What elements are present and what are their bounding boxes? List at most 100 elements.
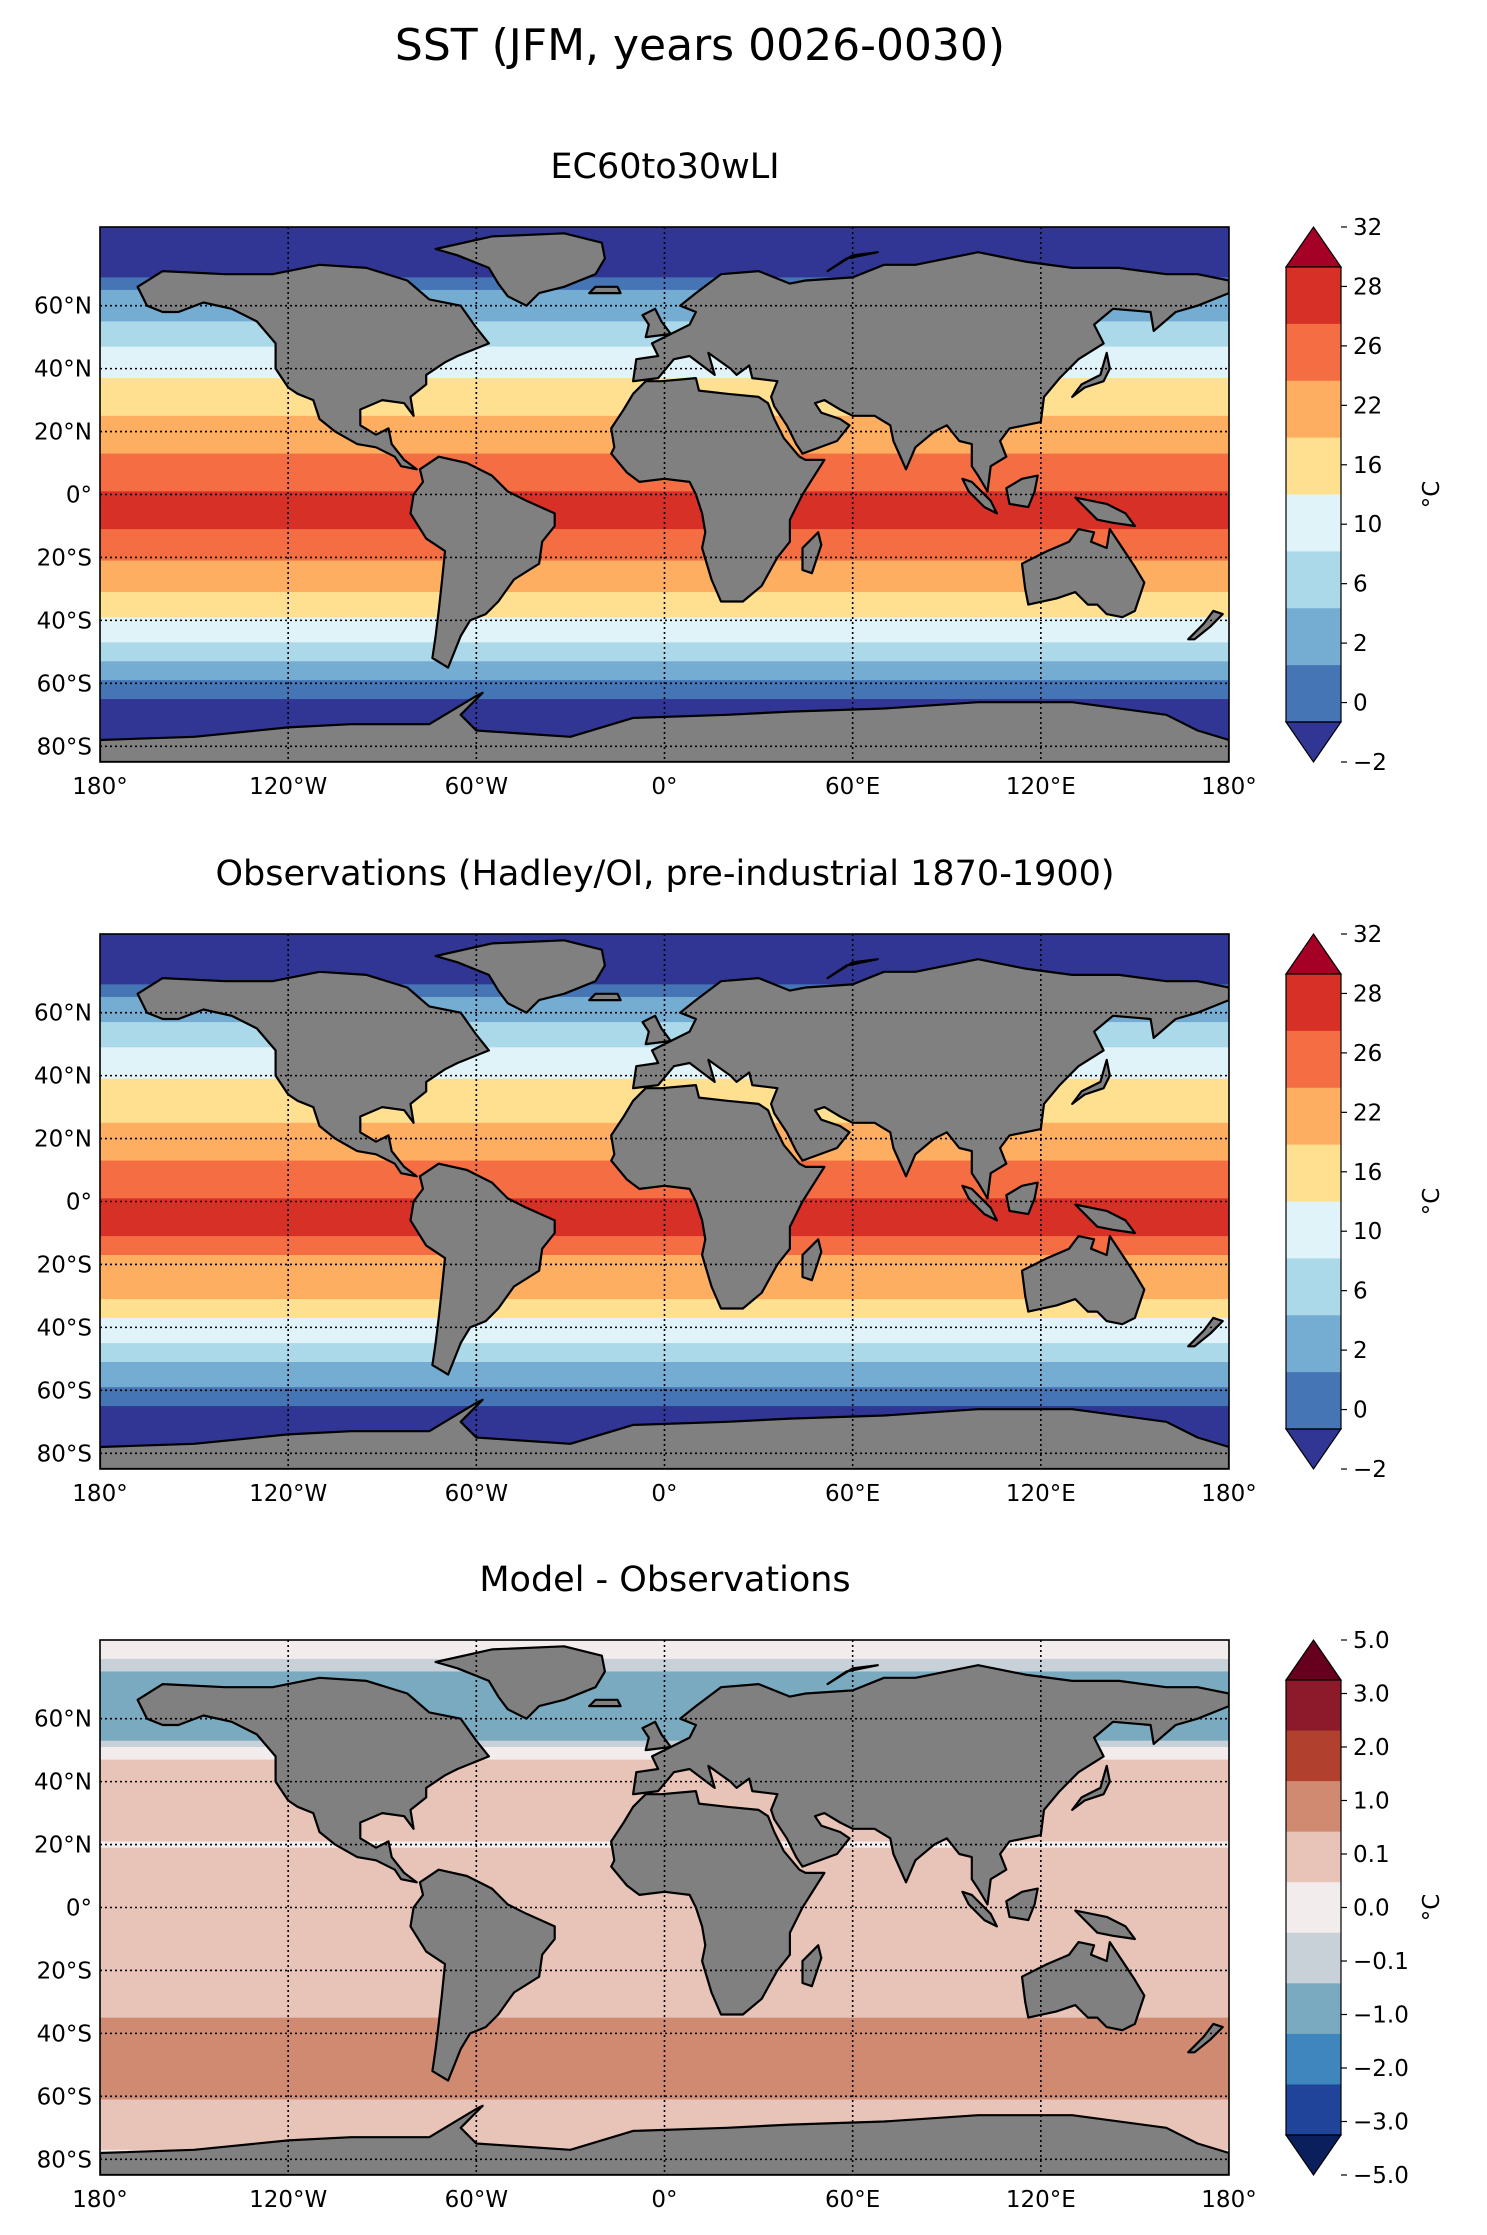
x-tick-label: 120°E <box>1006 2187 1076 2213</box>
colorbar-extend-max <box>1284 225 1343 268</box>
colorbar-swatch <box>1286 1932 1341 1984</box>
sst-band <box>100 258 1229 266</box>
sst-band <box>100 1658 1229 1666</box>
x-tick-label: 60°W <box>445 774 509 800</box>
sst-band <box>100 1973 1229 1981</box>
colorbar-tick-label: 6 <box>1353 572 1368 598</box>
sst-band <box>100 252 1229 260</box>
colorbar-swatch <box>1286 1258 1341 1316</box>
sst-band <box>100 296 1229 304</box>
colorbar-tick-label: 26 <box>1353 334 1382 360</box>
colorbar-tick-label: −2 <box>1353 750 1387 776</box>
y-tick-label: 0° <box>66 483 92 509</box>
x-tick-label: 120°E <box>1006 774 1076 800</box>
colorbar-tick-label: −0.1 <box>1353 1949 1409 1975</box>
sst-band <box>100 245 1229 253</box>
sst-band <box>100 541 1229 549</box>
x-tick-label: 60°W <box>445 1481 509 1507</box>
x-tick-label: 180° <box>72 2187 127 2213</box>
colorbar-tick-label: 32 <box>1353 922 1382 948</box>
sst-band <box>100 573 1229 581</box>
land-mask <box>100 939 1229 1469</box>
sst-band <box>100 548 1229 555</box>
x-tick-label: 180° <box>1201 774 1256 800</box>
x-tick-label: 120°E <box>1006 1481 1076 1507</box>
x-tick-label: 0° <box>651 1481 677 1507</box>
map-panel-observations: 180° 120°W 60°W 0° 60°E 120°E 180° 60°N 40°N 20°N… <box>34 933 1257 1507</box>
colorbar-extend-min <box>1284 2134 1343 2177</box>
sst-band <box>100 1904 1229 1912</box>
sst-band <box>100 1393 1229 1401</box>
sst-band <box>100 1665 1229 1673</box>
colorbar-swatch <box>1286 437 1341 495</box>
y-tick-label: 60°S <box>37 671 92 697</box>
sst-band <box>100 1343 1229 1351</box>
map-frame <box>99 226 1230 763</box>
colorbar-tick-label: 10 <box>1353 512 1382 538</box>
sst-band <box>100 661 1229 669</box>
sst-band <box>100 1299 1229 1306</box>
sst-band <box>100 623 1229 631</box>
panel-1-title: EC60to30wLI <box>550 147 779 187</box>
sst-band <box>100 1273 1229 1281</box>
y-tick-label: 60°N <box>34 294 92 320</box>
sst-band <box>100 516 1229 524</box>
sst-band <box>100 1935 1229 1943</box>
sst-band <box>100 1229 1229 1237</box>
sst-band <box>100 952 1229 960</box>
sst-band <box>100 667 1229 675</box>
colorbar-frame <box>1285 973 1342 1430</box>
land-mask <box>100 232 1229 762</box>
colorbar-unit-label: °C <box>1419 481 1445 509</box>
colorbar-tick-label: 5.0 <box>1353 1628 1390 1654</box>
colorbar-tick-label: −2.0 <box>1353 2056 1409 2082</box>
sst-band <box>100 1954 1229 1962</box>
colorbar-extend-min <box>1284 721 1343 764</box>
map-panel-difference: 180° 120°W 60°W 0° 60°E 120°E 180° 60°N 40°N 20°N… <box>34 1639 1257 2213</box>
y-tick-label: 60°S <box>37 1378 92 1404</box>
sst-band <box>100 2080 1229 2088</box>
colorbar-tick-label: 28 <box>1353 981 1382 1007</box>
sst-band <box>100 2099 1229 2107</box>
sst-band <box>100 277 1229 285</box>
sst-band <box>100 522 1229 530</box>
sst-band <box>100 271 1229 278</box>
sst-band <box>100 585 1229 593</box>
sst-band <box>100 686 1229 694</box>
sst-band <box>100 2005 1229 2012</box>
sst-band <box>100 598 1229 606</box>
colorbar-swatch <box>1286 1831 1341 1883</box>
y-tick-label: 80°S <box>37 2147 92 2173</box>
sst-band <box>100 1684 1229 1691</box>
colorbar-swatch <box>1286 1730 1341 1782</box>
map-panel-model: 180° 120°W 60°W 0° 60°E 120°E 180° 60°N 40°N 20°N… <box>34 226 1257 800</box>
sst-band <box>100 940 1229 948</box>
panel-3-title: Model - Observations <box>479 1560 850 1600</box>
sst-band <box>100 984 1229 992</box>
y-tick-label: 0° <box>66 1896 92 1922</box>
y-tick-label: 40°S <box>37 2021 92 2047</box>
sst-band <box>100 1280 1229 1288</box>
colorbar-swatch <box>1286 608 1341 666</box>
sst-band <box>100 711 1229 719</box>
y-tick-label: 60°N <box>34 1001 92 1027</box>
sst-band <box>100 610 1229 618</box>
x-tick-label: 0° <box>651 774 677 800</box>
sst-band <box>100 1929 1229 1937</box>
sst-band <box>100 959 1229 967</box>
colorbar-swatch <box>1286 1030 1341 1089</box>
sst-band <box>100 1979 1229 1987</box>
x-tick-label: 60°E <box>825 2187 880 2213</box>
sst-band <box>100 227 1229 234</box>
colorbar-swatch <box>1286 1680 1341 1732</box>
sst-band <box>100 642 1229 650</box>
x-tick-label: 180° <box>1201 2187 1256 2213</box>
colorbar-observations: 32 28 26 22 16 10 6 2 0 −2 °C <box>1284 922 1445 1483</box>
sst-band <box>100 2105 1229 2113</box>
sst-band <box>100 2049 1229 2057</box>
y-tick-label: 40°S <box>37 608 92 634</box>
sst-band <box>100 1986 1229 1994</box>
x-tick-label: 120°W <box>249 2187 327 2213</box>
colorbar-tick-label: 10 <box>1353 1219 1382 1245</box>
